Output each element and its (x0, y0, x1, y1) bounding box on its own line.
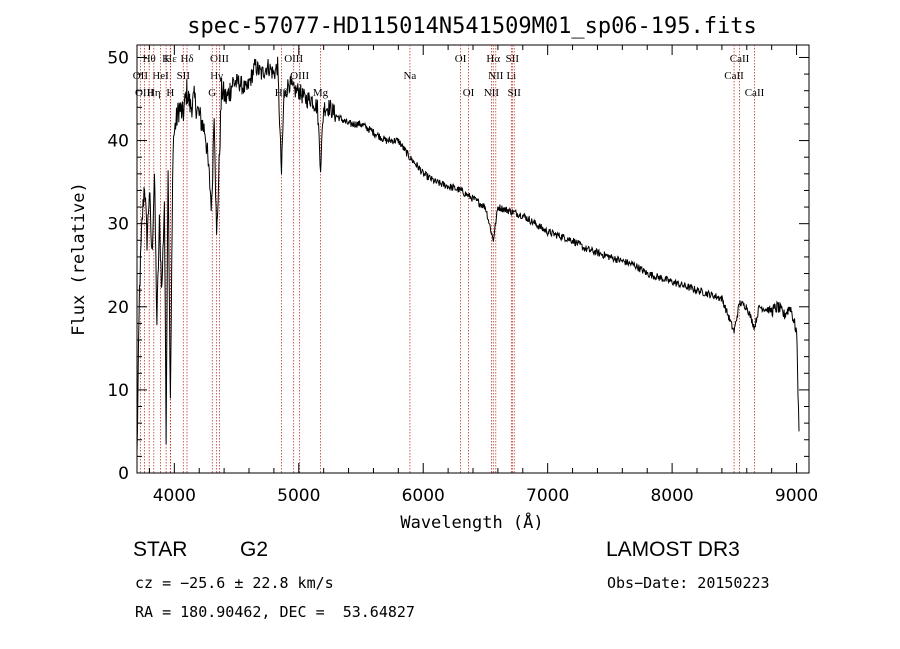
marker-label: OI (455, 53, 467, 65)
x-tick-label: 5000 (277, 486, 320, 506)
marker-label: OIII (290, 70, 309, 82)
x-axis-label: Wavelength (Å) (400, 511, 543, 533)
spectral-line-markers: Hθ KHε Hδ OIII OIII OI Hα SII CaII OII HeI SII Hγ OII… (133, 45, 765, 473)
spectrum-chart: spec-57077-HD115014N541509M01_sp06-195.f… (69, 14, 818, 533)
observation-date: Obs−Date: 20150223 (607, 574, 770, 592)
spectral-subclass: G2 (240, 538, 269, 561)
marker-label: CaII (745, 87, 765, 99)
y-tick-label: 40 (107, 132, 129, 152)
marker-label: SII (507, 87, 521, 99)
object-type: STAR (133, 538, 188, 561)
y-tick-label: 10 (107, 381, 129, 401)
marker-label: HeI (152, 70, 169, 82)
marker-label: Hθ (143, 53, 156, 65)
y-tick-label: 20 (107, 298, 129, 318)
axis-ticks: 4000 5000 6000 7000 8000 9000 0 10 20 30 40 50 (107, 45, 818, 506)
marker-label: Hγ (210, 70, 223, 82)
marker-label: Hα (486, 53, 500, 65)
redshift-velocity: cz = −25.6 ± 22.8 km/s (135, 574, 334, 592)
marker-label: Mg (313, 87, 329, 99)
plot-frame (136, 44, 810, 474)
y-tick-label: 30 (107, 215, 129, 235)
marker-label: Na (403, 70, 416, 82)
marker-label: OII (133, 70, 149, 82)
survey-release: LAMOST DR3 (606, 538, 740, 561)
marker-label: K (162, 53, 170, 65)
marker-label: SII (506, 53, 520, 65)
marker-label: Hδ (180, 53, 193, 65)
marker-label: H (166, 87, 174, 99)
x-tick-label: 8000 (650, 486, 693, 506)
marker-label: OIII (284, 53, 303, 65)
marker-label: NII (484, 87, 500, 99)
marker-label: G (208, 87, 216, 99)
marker-label: NII (488, 70, 504, 82)
marker-label: OIII (210, 53, 229, 65)
sky-coordinates: RA = 180.90462, DEC = 53.64827 (135, 603, 415, 621)
marker-label: CaII (724, 70, 744, 82)
y-axis-label: Flux (relative) (69, 182, 89, 336)
x-tick-label: 7000 (526, 486, 569, 506)
y-tick-label: 50 (107, 48, 129, 68)
marker-label: OI (463, 87, 475, 99)
marker-label: Li (506, 70, 516, 82)
x-tick-label: 9000 (775, 486, 818, 506)
marker-label: CaII (730, 53, 750, 65)
marker-label: Hε (164, 53, 177, 65)
chart-title: spec-57077-HD115014N541509M01_sp06-195.f… (187, 14, 757, 39)
x-tick-label: 4000 (153, 486, 196, 506)
y-tick-label: 0 (118, 464, 129, 484)
marker-label: Hη (147, 87, 161, 99)
x-tick-label: 6000 (402, 486, 445, 506)
marker-label: SII (177, 70, 191, 82)
marker-label: OIII (135, 87, 154, 99)
spectrum-line (136, 56, 800, 453)
